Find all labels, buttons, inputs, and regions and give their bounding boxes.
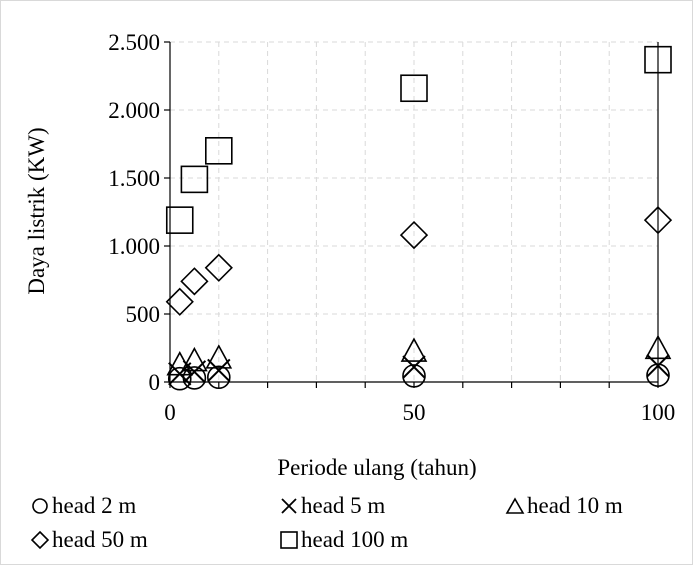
square-data-point <box>180 165 209 194</box>
y-axis-label: Daya listrik (KW) <box>24 127 49 294</box>
square-data-point <box>644 45 672 74</box>
triangle-data-point <box>644 334 672 360</box>
triangle-data-point <box>181 346 208 372</box>
cross-data-point <box>207 358 231 383</box>
square-data-point <box>165 206 194 234</box>
circle-marker-icon <box>32 498 48 514</box>
square-data-point <box>205 137 233 165</box>
axes <box>164 41 659 388</box>
data-points <box>165 45 673 391</box>
diamond-data-point <box>180 267 209 296</box>
diamond-data-point <box>165 287 194 316</box>
tick-labels: 0 500 1.000 1.500 2.000 2.500 0 50 100 <box>108 30 675 425</box>
y-tick-label: 500 <box>126 302 161 327</box>
legend-label: head 5 m <box>301 493 386 518</box>
y-tick-label: 0 <box>149 370 161 395</box>
x-tick-label: 50 <box>403 400 426 425</box>
circle-data-point <box>167 366 192 391</box>
legend-item-head-50m: head 50 m <box>30 527 148 553</box>
circle-data-point <box>402 364 426 388</box>
diamond-data-point <box>643 206 673 235</box>
x-axis-label: Periode ulang (tahun) <box>277 455 476 480</box>
cross-data-point <box>402 355 426 379</box>
triangle-data-point <box>400 337 428 362</box>
gridlines <box>170 41 658 382</box>
diamond-data-point <box>204 253 233 282</box>
legend-item-head-100m: head 100 m <box>279 527 408 553</box>
circle-data-point <box>207 365 231 390</box>
legend-label: head 50 m <box>52 527 148 552</box>
triangle-data-point <box>205 344 233 369</box>
circle-data-point <box>646 363 670 388</box>
cross-marker-icon <box>281 498 297 514</box>
square-marker-icon <box>280 531 298 549</box>
y-tick-label: 2.500 <box>108 30 160 55</box>
y-tick-label: 2.000 <box>108 98 160 123</box>
diamond-marker-icon <box>30 530 50 550</box>
x-tick-label: 0 <box>164 400 176 425</box>
legend-item-head-2m: head 2 m <box>30 493 136 519</box>
square-data-point <box>400 74 428 103</box>
x-tick-label: 100 <box>641 400 676 425</box>
triangle-marker-icon <box>505 497 525 514</box>
legend-item-head-10m: head 10 m <box>505 493 623 519</box>
y-tick-label: 1.000 <box>108 234 160 259</box>
legend-label: head 10 m <box>527 493 623 518</box>
diamond-data-point <box>399 220 429 250</box>
legend-item-head-5m: head 5 m <box>279 493 385 519</box>
y-tick-label: 1.500 <box>108 166 160 191</box>
legend-label: head 2 m <box>52 493 137 518</box>
legend-label: head 100 m <box>301 527 409 552</box>
